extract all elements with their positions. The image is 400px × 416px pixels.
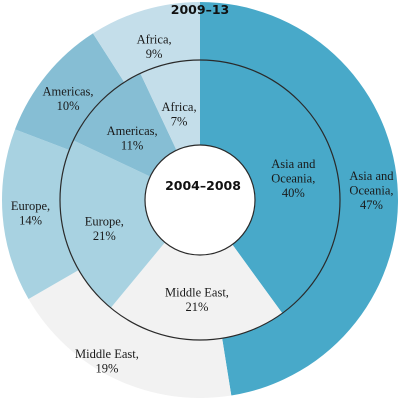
inner-slice-label: Americas, 11% — [107, 124, 158, 153]
inner-ring-title: 2004–2008 — [165, 178, 241, 193]
inner-slice-label: Europe, 21% — [85, 215, 124, 244]
inner-ring-slice-0 — [200, 60, 340, 314]
ring-divider-line — [59, 59, 341, 341]
outer-ring-slice-2 — [1, 129, 79, 299]
inner-slice-label: Asia and Oceania, 40% — [271, 157, 316, 200]
outer-slice-label: Europe, 14% — [11, 199, 50, 228]
inner-ring-slice-1 — [110, 242, 283, 341]
inner-slice-label: Africa, 7% — [162, 100, 197, 128]
outer-ring-title: 2009–13 — [171, 2, 229, 17]
outer-slice-label: Americas, 10% — [43, 85, 94, 114]
inner-ring-slice-4 — [140, 60, 200, 151]
outer-ring-slice-3 — [15, 33, 125, 151]
inner-ring-slice-2 — [59, 140, 165, 308]
inner-ring-slice-3 — [73, 73, 177, 177]
outer-slice-label: Asia and Oceania, 47% — [349, 169, 394, 212]
outer-ring-slice-1 — [28, 270, 232, 398]
outer-slice-label: Africa, 9% — [137, 33, 172, 62]
inner-slice-label: Middle East, 21% — [165, 286, 229, 315]
outer-slice-label: Middle East, 19% — [75, 347, 139, 376]
outer-ring-slice-0 — [200, 2, 399, 396]
donut-hole — [144, 144, 256, 256]
